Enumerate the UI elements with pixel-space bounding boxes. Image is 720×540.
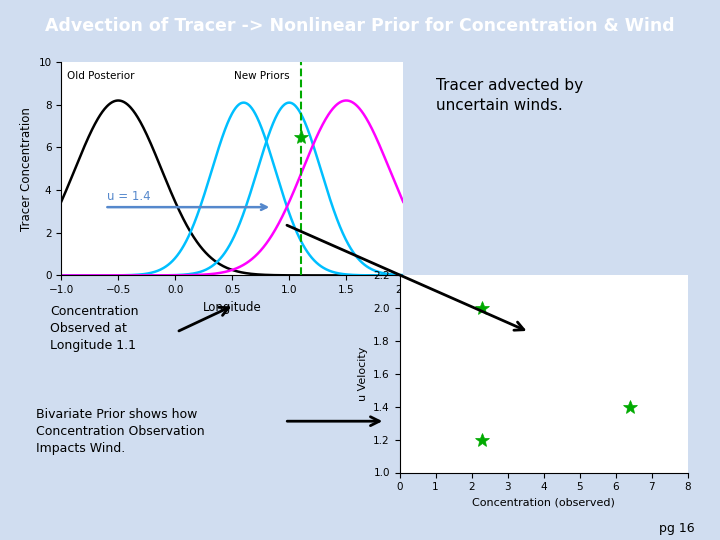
Text: Tracer advected by
uncertain winds.: Tracer advected by uncertain winds.	[436, 78, 582, 113]
Text: Old Posterior: Old Posterior	[67, 71, 135, 81]
Text: Bivariate Prior shows how
Concentration Observation
Impacts Wind.: Bivariate Prior shows how Concentration …	[36, 408, 204, 455]
X-axis label: Concentration (observed): Concentration (observed)	[472, 498, 615, 508]
Y-axis label: u Velocity: u Velocity	[358, 347, 368, 401]
Text: pg 16: pg 16	[660, 522, 695, 535]
Text: Advection of Tracer -> Nonlinear Prior for Concentration & Wind: Advection of Tracer -> Nonlinear Prior f…	[45, 17, 675, 35]
Y-axis label: Tracer Concentration: Tracer Concentration	[19, 107, 33, 231]
Text: Concentration
Observed at
Longitude 1.1: Concentration Observed at Longitude 1.1	[50, 305, 139, 352]
X-axis label: Longitude: Longitude	[203, 301, 261, 314]
Text: New Priors: New Priors	[235, 71, 290, 81]
Text: u = 1.4: u = 1.4	[107, 190, 150, 202]
